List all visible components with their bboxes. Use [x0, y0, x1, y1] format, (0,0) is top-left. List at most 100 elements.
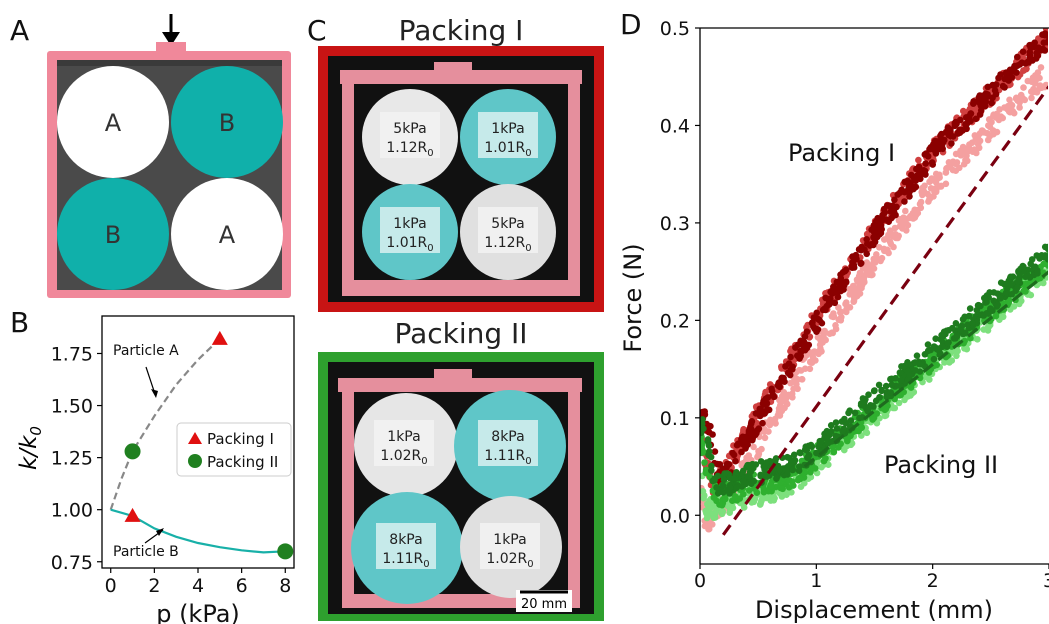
particle-stiffness-label: 1kPa — [393, 216, 426, 232]
scatter-point — [928, 159, 936, 166]
x-tick-label: 0 — [105, 575, 117, 597]
scatter-point — [776, 465, 784, 473]
frame-top — [340, 70, 582, 84]
scatter-point — [870, 387, 878, 395]
annotation-particle-a: Particle A — [113, 343, 179, 359]
scatter-point — [1016, 99, 1023, 106]
scatter-point — [965, 312, 973, 320]
scatter-point — [920, 188, 928, 195]
scatter-point — [933, 174, 941, 181]
scatter-point — [778, 493, 786, 500]
scatter-point — [796, 449, 803, 456]
scatter-point — [873, 251, 880, 258]
scatter-point — [711, 448, 719, 455]
particle-a-bottom-right — [171, 178, 283, 290]
scatter-point — [875, 381, 883, 389]
scatter-point — [790, 451, 798, 459]
scatter-point — [863, 236, 870, 243]
scatter-point — [917, 170, 925, 178]
scatter-point — [833, 425, 841, 432]
scatter-point — [832, 432, 840, 440]
scatter-point — [700, 437, 705, 445]
scatter-point — [739, 467, 747, 475]
scatter-point — [790, 482, 797, 489]
scatter-point — [995, 74, 1002, 82]
scatter-point — [1004, 105, 1011, 113]
scatter-point — [899, 225, 906, 232]
scatter-point — [913, 165, 920, 173]
scatter-point — [711, 475, 718, 482]
scatter-point — [863, 262, 871, 270]
scatter-point — [1028, 88, 1035, 95]
load-arrow-head — [162, 32, 180, 46]
scatter-point — [772, 420, 779, 427]
scatter-point — [720, 476, 728, 484]
scatter-point — [1036, 255, 1043, 262]
legend-label: Packing I — [207, 430, 274, 448]
frame-top — [338, 378, 582, 392]
scatter-point — [1008, 291, 1015, 298]
scatter-point — [878, 386, 885, 394]
scatter-point — [1019, 48, 1027, 55]
scatter-point — [912, 177, 919, 184]
scatter-point — [863, 250, 870, 258]
scatter-point — [765, 428, 772, 435]
scatter-point — [1010, 67, 1017, 75]
scatter-point — [801, 333, 809, 340]
scatter-point — [762, 395, 769, 403]
scatter-point — [995, 116, 1003, 124]
scatter-point — [860, 399, 868, 407]
scatter-point — [835, 280, 843, 288]
scatter-point — [830, 313, 837, 321]
scatter-point — [721, 470, 728, 477]
photo-packing-1: Packing I 5kPa 1.12R0 1kPa 1.01R0 1kPa 1.01R0… — [318, 14, 604, 312]
scatter-point — [767, 482, 775, 490]
scatter-point — [1020, 84, 1027, 91]
scatter-point — [926, 376, 933, 383]
scatter-point — [708, 462, 715, 470]
scatter-point — [714, 489, 722, 497]
scatter-point — [835, 444, 842, 451]
scatter-point — [961, 337, 968, 345]
scatter-point — [700, 443, 705, 451]
particle-stiffness-label: 1kPa — [491, 121, 524, 137]
scatter-point — [1010, 303, 1018, 310]
scatter-point — [700, 408, 706, 416]
panel-letter-b: B — [10, 306, 29, 339]
scatter-point — [700, 494, 707, 502]
scatter-point — [816, 316, 823, 324]
scatter-point — [897, 377, 905, 384]
particle-radius-label: 1.12R0 — [386, 140, 433, 159]
piston — [156, 42, 186, 52]
scatter-point — [863, 230, 871, 238]
scatter-point — [953, 332, 961, 339]
scatter-point — [1008, 74, 1016, 81]
scatter-point — [769, 495, 777, 502]
scatter-point — [972, 115, 980, 123]
scatter-point — [866, 242, 874, 249]
scatter-point — [757, 472, 764, 480]
particle-radius-label: 1.01R0 — [484, 140, 531, 159]
scatter-point — [1034, 69, 1042, 76]
scatter-point — [739, 478, 747, 485]
scatter-point — [738, 448, 745, 456]
scatter-point — [707, 453, 715, 461]
scatter-point — [977, 102, 985, 110]
x-axis-label: Displacement (mm) — [755, 596, 993, 624]
scatter-point — [1041, 252, 1048, 259]
scatter-point — [803, 344, 811, 352]
scatter-point — [942, 169, 950, 176]
scatter-point — [1041, 83, 1048, 91]
scatter-point — [755, 447, 762, 455]
scatter-point — [835, 304, 842, 311]
scatter-point — [952, 150, 960, 158]
scatter-point — [906, 193, 913, 200]
scatter-point — [745, 427, 753, 435]
y-tick-label: 1.75 — [51, 343, 93, 365]
scatter-point — [846, 291, 853, 298]
scatter-point — [794, 385, 801, 393]
scatter-point — [1021, 286, 1029, 294]
scatter-point — [1033, 49, 1040, 57]
scatter-point — [709, 510, 717, 518]
scatter-point — [834, 293, 842, 301]
